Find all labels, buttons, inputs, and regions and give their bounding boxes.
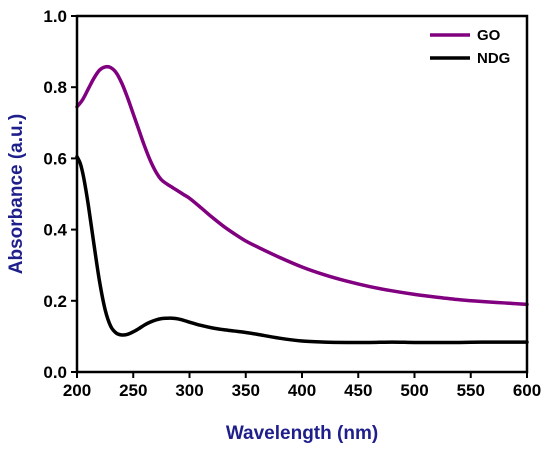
y-tick-label: 0.6 <box>43 149 67 168</box>
y-axis-title: Absorbance (a.u.) <box>6 114 27 274</box>
y-axis-ticks: 0.0 0.2 0.4 0.6 0.8 1.0 <box>43 7 77 382</box>
plot-lines <box>75 64 529 345</box>
x-tick-label: 350 <box>232 381 260 400</box>
y-tick-label: 0.2 <box>43 292 67 311</box>
series-line-go <box>75 64 529 307</box>
y-tick-label: 0.0 <box>43 363 67 382</box>
legend-label-ndg: NDG <box>477 50 510 67</box>
plot-frame <box>75 14 529 374</box>
x-tick-label: 400 <box>288 381 316 400</box>
x-tick-label: 450 <box>344 381 372 400</box>
legend: GO NDG <box>430 27 510 67</box>
x-axis-title: Wavelength (nm) <box>226 423 378 444</box>
x-tick-label: 300 <box>175 381 203 400</box>
x-tick-label: 200 <box>63 381 91 400</box>
x-tick-label: 600 <box>513 381 541 400</box>
y-tick-label: 0.4 <box>43 221 67 240</box>
y-tick-label: 0.8 <box>43 78 67 97</box>
x-axis-ticks: 200 250 300 350 400 450 500 550 600 <box>63 372 541 400</box>
x-tick-label: 550 <box>457 381 485 400</box>
x-tick-label: 500 <box>400 381 428 400</box>
x-tick-label: 250 <box>119 381 147 400</box>
y-tick-label: 1.0 <box>43 7 67 26</box>
legend-label-go: GO <box>477 27 501 44</box>
series-line-ndg <box>75 154 529 345</box>
